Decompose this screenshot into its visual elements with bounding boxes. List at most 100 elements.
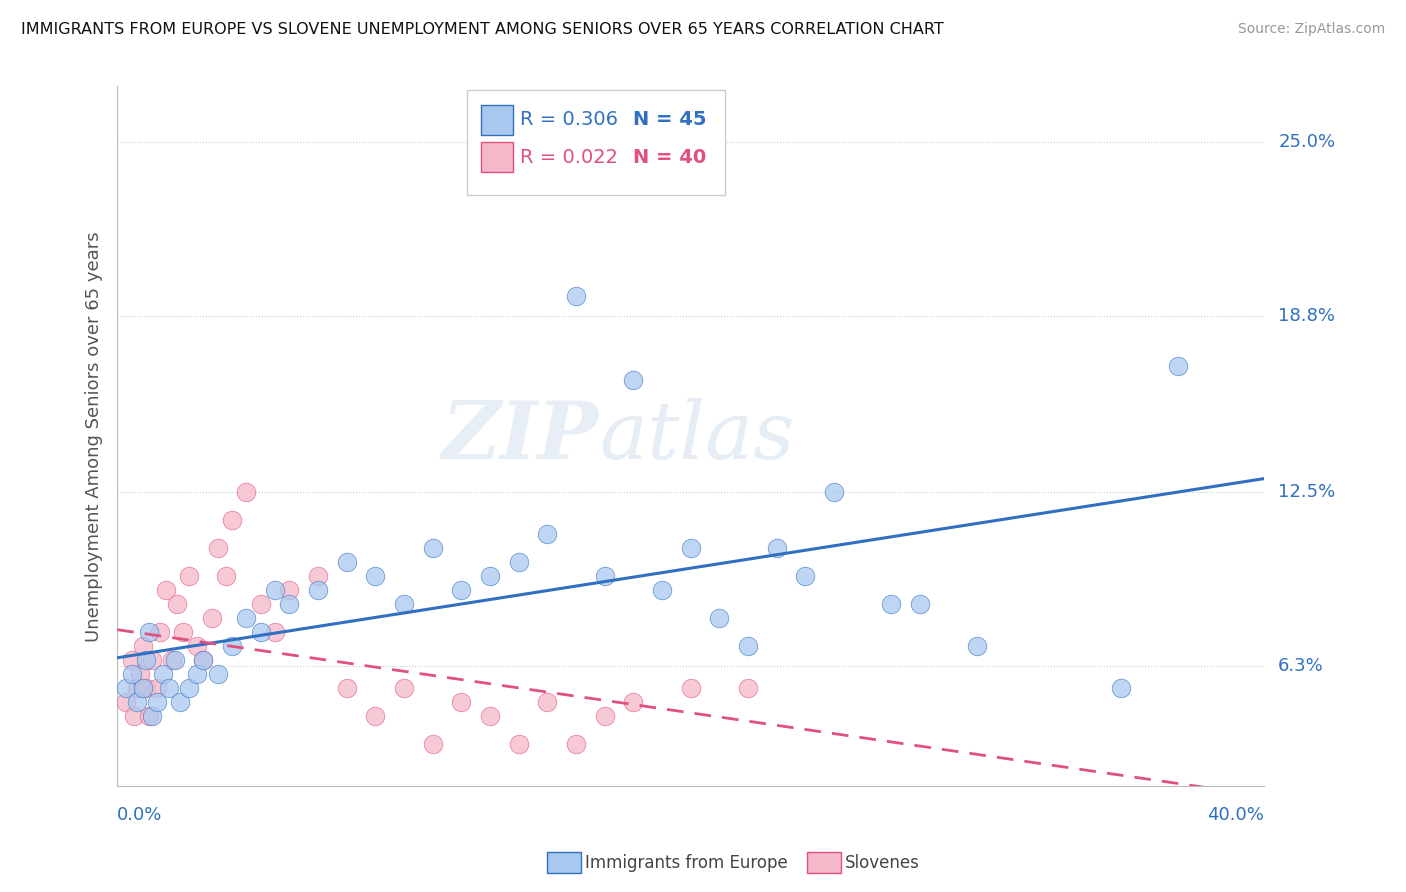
Point bbox=[127, 681, 149, 696]
Text: Slovenes: Slovenes bbox=[845, 854, 920, 871]
Point bbox=[565, 737, 588, 751]
Point bbox=[186, 640, 208, 654]
Point bbox=[536, 695, 558, 709]
Point bbox=[422, 541, 444, 556]
FancyBboxPatch shape bbox=[481, 143, 513, 172]
Text: IMMIGRANTS FROM EUROPE VS SLOVENE UNEMPLOYMENT AMONG SENIORS OVER 65 YEARS CORRE: IMMIGRANTS FROM EUROPE VS SLOVENE UNEMPL… bbox=[21, 22, 943, 37]
Point bbox=[450, 695, 472, 709]
Y-axis label: Unemployment Among Seniors over 65 years: Unemployment Among Seniors over 65 years bbox=[86, 231, 103, 641]
Point bbox=[536, 527, 558, 541]
Point bbox=[679, 681, 702, 696]
Point bbox=[207, 541, 229, 556]
Point bbox=[765, 541, 787, 556]
Point bbox=[152, 667, 174, 681]
Point bbox=[794, 569, 817, 583]
Point bbox=[335, 555, 357, 569]
Point bbox=[166, 597, 188, 611]
Point bbox=[221, 640, 243, 654]
Point bbox=[193, 653, 215, 667]
Point bbox=[478, 569, 501, 583]
Point bbox=[565, 289, 588, 303]
Point bbox=[651, 583, 673, 598]
Point bbox=[278, 583, 301, 598]
FancyBboxPatch shape bbox=[467, 90, 725, 194]
Point bbox=[149, 625, 172, 640]
Point bbox=[278, 597, 301, 611]
Text: 40.0%: 40.0% bbox=[1206, 805, 1264, 824]
Text: N = 40: N = 40 bbox=[633, 147, 706, 167]
Point bbox=[155, 583, 177, 598]
Text: ZIP: ZIP bbox=[441, 398, 599, 475]
Point bbox=[138, 625, 160, 640]
Point bbox=[235, 485, 257, 500]
Point bbox=[880, 597, 903, 611]
Point bbox=[593, 709, 616, 723]
Point bbox=[138, 709, 160, 723]
Point bbox=[177, 681, 200, 696]
Point bbox=[307, 583, 329, 598]
Point bbox=[422, 737, 444, 751]
FancyBboxPatch shape bbox=[481, 105, 513, 135]
Point bbox=[508, 737, 530, 751]
Point bbox=[157, 681, 180, 696]
Point bbox=[114, 695, 136, 709]
Point bbox=[215, 569, 238, 583]
Text: 0.0%: 0.0% bbox=[117, 805, 163, 824]
Point bbox=[392, 597, 415, 611]
Text: Source: ZipAtlas.com: Source: ZipAtlas.com bbox=[1237, 22, 1385, 37]
Point bbox=[141, 653, 163, 667]
Point bbox=[135, 653, 157, 667]
Point bbox=[127, 695, 149, 709]
Point bbox=[146, 681, 169, 696]
Point bbox=[1109, 681, 1132, 696]
Text: 25.0%: 25.0% bbox=[1278, 133, 1336, 152]
Point bbox=[121, 667, 143, 681]
Point bbox=[263, 583, 285, 598]
Point bbox=[737, 681, 759, 696]
Point bbox=[823, 485, 845, 500]
Point bbox=[160, 653, 183, 667]
Point bbox=[132, 640, 155, 654]
Point bbox=[364, 569, 387, 583]
Point bbox=[307, 569, 329, 583]
Point bbox=[249, 597, 271, 611]
Text: 6.3%: 6.3% bbox=[1278, 657, 1324, 675]
Point bbox=[709, 611, 731, 625]
Point bbox=[141, 709, 163, 723]
Point bbox=[908, 597, 931, 611]
Point bbox=[163, 653, 186, 667]
Point bbox=[450, 583, 472, 598]
Point bbox=[221, 513, 243, 527]
Point bbox=[129, 667, 152, 681]
Point bbox=[263, 625, 285, 640]
Point bbox=[169, 695, 191, 709]
Point bbox=[392, 681, 415, 696]
Point bbox=[1167, 359, 1189, 374]
Point bbox=[737, 640, 759, 654]
Text: Immigrants from Europe: Immigrants from Europe bbox=[585, 854, 787, 871]
Point bbox=[621, 695, 644, 709]
Text: R = 0.022: R = 0.022 bbox=[520, 147, 617, 167]
Point bbox=[135, 681, 157, 696]
Point bbox=[593, 569, 616, 583]
Point bbox=[508, 555, 530, 569]
Point bbox=[186, 667, 208, 681]
Point bbox=[478, 709, 501, 723]
Point bbox=[146, 695, 169, 709]
Point bbox=[679, 541, 702, 556]
Text: 12.5%: 12.5% bbox=[1278, 483, 1336, 501]
Text: atlas: atlas bbox=[599, 398, 794, 475]
Point bbox=[193, 653, 215, 667]
Point bbox=[364, 709, 387, 723]
Point bbox=[201, 611, 224, 625]
Point bbox=[207, 667, 229, 681]
Point bbox=[114, 681, 136, 696]
Point bbox=[132, 681, 155, 696]
Point bbox=[177, 569, 200, 583]
Point bbox=[335, 681, 357, 696]
Text: R = 0.306: R = 0.306 bbox=[520, 111, 617, 129]
Point bbox=[121, 653, 143, 667]
Point bbox=[621, 373, 644, 387]
Text: N = 45: N = 45 bbox=[633, 111, 707, 129]
Text: 18.8%: 18.8% bbox=[1278, 307, 1336, 325]
